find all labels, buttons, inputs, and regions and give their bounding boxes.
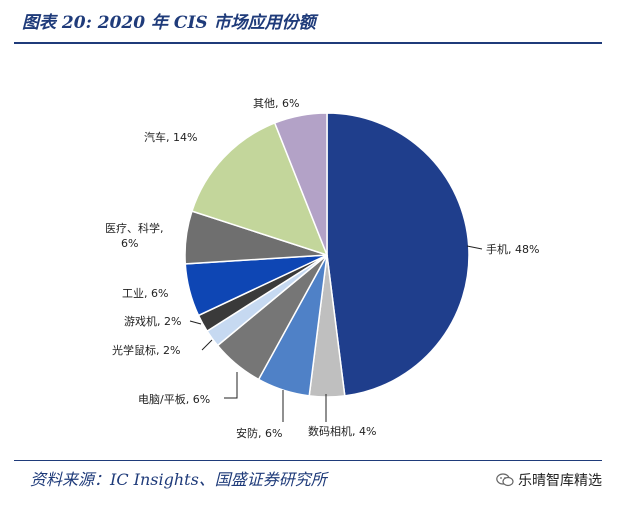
- slice-label-0: 手机, 48%: [486, 242, 539, 256]
- header-rule: [14, 42, 602, 44]
- source-note: 资料来源：IC Insights、国盛证券研究所: [30, 470, 327, 489]
- leader-line-3: [224, 372, 238, 399]
- slice-label-4: 光学鼠标, 2%: [112, 343, 180, 357]
- watermark-text: 乐晴智库精选: [518, 473, 602, 489]
- slice-label-9: 其他, 6%: [253, 97, 299, 110]
- slice-label-7: 医疗、科学, 6%: [105, 221, 164, 250]
- footer-rule: [14, 460, 602, 461]
- leader-line-5: [189, 320, 202, 325]
- pie-slice-0: [326, 112, 470, 397]
- page-title: 图表 20: 2020 年 CIS 市场应用份额: [22, 13, 316, 33]
- slice-label-3: 电脑/平板, 6%: [138, 392, 210, 406]
- watermark: 乐晴智库精选: [496, 470, 602, 490]
- slice-label-2: 安防, 6%: [236, 426, 282, 440]
- leader-line-4: [201, 339, 213, 351]
- pie-slice-9: [273, 112, 328, 256]
- leader-line-0: [466, 245, 483, 250]
- pie-chart: 手机, 48% 数码相机, 4% 安防, 6% 电脑/平板, 6% 光学鼠标, 2% 游戏…: [105, 97, 539, 440]
- slice-label-8: 汽车, 14%: [144, 130, 197, 144]
- wechat-icon: [496, 473, 514, 487]
- pie-slice-8: [191, 121, 329, 257]
- slice-label-5: 游戏机, 2%: [124, 314, 181, 328]
- slice-label-6: 工业, 6%: [122, 287, 168, 300]
- slice-label-1: 数码相机, 4%: [308, 424, 376, 438]
